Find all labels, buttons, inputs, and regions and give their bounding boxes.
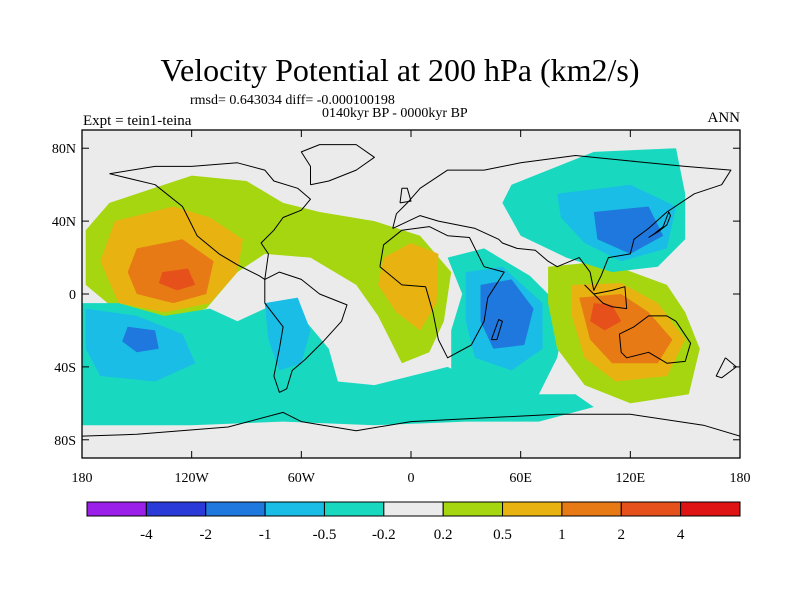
stats-label: rmsd= 0.643034 diff= -0.000100198: [190, 93, 395, 108]
colorbar-label: -0.5: [313, 527, 337, 543]
band-pos-mc-2: [590, 303, 622, 331]
band-neg-spacific-1: [122, 326, 159, 353]
colorbar-label: 2: [618, 527, 626, 543]
coastlines: [82, 144, 740, 437]
colorbar-swatch: [680, 501, 741, 517]
experiment-label: Expt = tein1-teina: [83, 113, 192, 129]
band-neg-easia-1: [593, 206, 664, 254]
band-neg-indian-1: [480, 279, 534, 349]
x-tick-label: 60W: [288, 471, 316, 486]
coast-madagascar: [490, 319, 503, 341]
chart-title: Velocity Potential at 200 hPa (km2/s): [160, 52, 640, 88]
colorbar-swatch: [383, 501, 444, 517]
y-tick-label: 80S: [54, 434, 76, 449]
x-tick-label: 180: [730, 471, 751, 486]
colorbar-label: -0.2: [372, 527, 396, 543]
coast-newzealand: [715, 357, 737, 379]
colorbar-swatch: [145, 501, 207, 517]
coast-south-america: [264, 271, 348, 393]
axes: 180 120W 60W 0 60E 120E 180 80N 40N 0 40S 80S: [52, 130, 751, 486]
band-neutral-southern: [182, 432, 238, 444]
x-tick-label: 120E: [616, 471, 646, 486]
y-tick-label: 40S: [54, 361, 76, 376]
x-tick-label: 0: [408, 471, 415, 486]
coast-eurasia: [392, 155, 732, 291]
x-tick-label: 120W: [175, 471, 210, 486]
contour-field: [82, 133, 700, 444]
band-neutral-arctic: [191, 133, 411, 152]
coast-africa: [379, 226, 505, 359]
colorbar-swatch: [323, 501, 385, 517]
coast-uk: [399, 187, 412, 204]
coast-australia: [618, 315, 692, 364]
season-label: ANN: [707, 110, 741, 126]
colorbar-swatch: [561, 501, 622, 517]
colorbar: -4 -2 -1 -0.5 -0.2 0.2 0.5 1 2 4: [86, 501, 741, 543]
coast-greenland: [300, 144, 375, 186]
colorbar-swatch: [620, 501, 682, 517]
colorbar-swatch: [86, 501, 147, 517]
coast-borneo-sumatra: [584, 284, 628, 310]
colorbar-label: 0.2: [434, 527, 453, 543]
period-label: 0140kyr BP - 0000kyr BP: [322, 106, 468, 121]
colorbar-label: -1: [259, 527, 272, 543]
x-tick-label: 60E: [509, 471, 532, 486]
coast-antarctica: [82, 411, 740, 437]
colorbar-swatch: [502, 501, 563, 517]
y-tick-label: 0: [69, 288, 76, 303]
band-pos-africa-0.5: [378, 243, 439, 331]
band-neg-spacific-0.2: [82, 303, 594, 426]
y-tick-label: 40N: [52, 215, 76, 230]
colorbar-label: -2: [199, 527, 212, 543]
colorbar-label: 0.5: [493, 527, 512, 543]
coast-japan: [648, 211, 671, 238]
colorbar-swatch: [442, 501, 504, 517]
colorbar-label: 1: [558, 527, 566, 543]
colorbar-label: 4: [677, 527, 685, 543]
colorbar-swatch: [264, 501, 325, 517]
colorbar-label: -4: [140, 527, 153, 543]
band-neg-samerica-0.5: [264, 297, 311, 371]
x-tick-label: 180: [72, 471, 93, 486]
y-tick-label: 80N: [52, 142, 76, 157]
band-pos-pacific-2: [158, 268, 196, 291]
colorbar-swatch: [205, 501, 266, 517]
coast-north-america: [109, 162, 311, 280]
